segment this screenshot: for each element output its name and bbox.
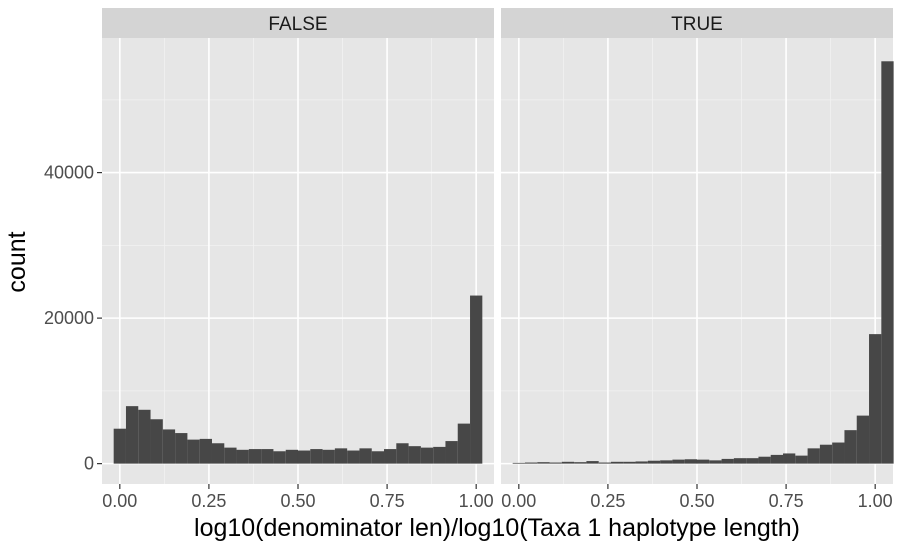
histogram-bar bbox=[248, 449, 262, 464]
x-tick-label: 0.00 bbox=[501, 491, 536, 511]
histogram-bar bbox=[199, 438, 212, 464]
histogram-bar bbox=[574, 462, 587, 464]
histogram-bar bbox=[844, 430, 857, 464]
histogram-bar bbox=[819, 444, 833, 464]
histogram-bar bbox=[709, 460, 722, 464]
x-tick-label: 1.00 bbox=[459, 491, 494, 511]
y-tick-label: 20000 bbox=[44, 308, 94, 328]
histogram-bar bbox=[610, 461, 624, 464]
histogram-bar bbox=[310, 449, 323, 464]
facet-strip-label: TRUE bbox=[671, 14, 723, 35]
histogram-bar bbox=[647, 460, 661, 464]
histogram-bar bbox=[746, 458, 759, 464]
histogram-bar bbox=[869, 334, 882, 464]
histogram-bar bbox=[561, 461, 575, 464]
histogram-bar bbox=[660, 460, 673, 464]
histogram-bar bbox=[175, 433, 188, 464]
histogram-bar bbox=[408, 446, 421, 464]
histogram-bar bbox=[598, 462, 611, 464]
histogram-bar bbox=[211, 443, 225, 464]
histogram-bar bbox=[322, 449, 335, 464]
histogram-bar bbox=[795, 455, 808, 464]
x-axis-title: log10(denominator len)/log10(Taxa 1 hapl… bbox=[194, 514, 800, 542]
x-tick-label: 0.50 bbox=[280, 491, 315, 511]
histogram-bar bbox=[470, 295, 483, 464]
y-tick-label: 0 bbox=[84, 454, 94, 474]
y-tick-label: 40000 bbox=[44, 163, 94, 183]
histogram-bar bbox=[347, 450, 360, 464]
histogram-bar bbox=[138, 409, 151, 464]
histogram-bar bbox=[261, 449, 274, 464]
histogram-bar bbox=[807, 448, 820, 464]
histogram-bar bbox=[672, 459, 685, 464]
histogram-bar bbox=[758, 456, 771, 464]
histogram-bar bbox=[150, 419, 163, 464]
histogram-bar bbox=[445, 441, 458, 464]
x-tick-label: 0.25 bbox=[590, 491, 625, 511]
histogram-bar bbox=[623, 461, 636, 464]
x-tick-label: 0.25 bbox=[191, 491, 226, 511]
facet-strip bbox=[102, 8, 494, 38]
histogram-bar bbox=[856, 415, 870, 464]
histogram-bar bbox=[113, 428, 126, 464]
y-axis-title: count bbox=[3, 231, 31, 292]
histogram-bar bbox=[770, 454, 784, 464]
histogram-bar bbox=[586, 461, 599, 464]
histogram-bar bbox=[537, 462, 550, 464]
histogram-bar bbox=[236, 449, 249, 464]
histogram-bar bbox=[359, 448, 372, 464]
histogram-bar bbox=[512, 462, 525, 464]
histogram-bars bbox=[113, 295, 483, 464]
histogram-bars bbox=[512, 61, 894, 464]
histogram-bar bbox=[297, 450, 311, 464]
histogram-bar bbox=[334, 448, 348, 464]
facet-strip bbox=[501, 8, 893, 38]
histogram-bar bbox=[187, 439, 200, 464]
x-tick-label: 0.75 bbox=[769, 491, 804, 511]
y-axis: 0 20000 40000 bbox=[44, 163, 102, 474]
facet-strip-label: FALSE bbox=[268, 14, 327, 35]
histogram-bar bbox=[635, 461, 648, 464]
histogram-bar bbox=[285, 449, 299, 464]
histogram-bar bbox=[524, 462, 538, 464]
histogram-bar bbox=[832, 442, 845, 464]
histogram-bar bbox=[371, 451, 385, 464]
x-tick-label: 1.00 bbox=[858, 491, 893, 511]
histogram-bar bbox=[162, 429, 176, 464]
histogram-bar bbox=[384, 449, 397, 464]
histogram-bar bbox=[783, 453, 796, 464]
histogram-bar bbox=[684, 459, 698, 464]
histogram-bar bbox=[396, 443, 409, 464]
facet-panel-false: FALSE 0.00 0.25 0.50 0.75 1.00 bbox=[102, 8, 494, 511]
histogram-bar bbox=[273, 451, 286, 464]
histogram-bar bbox=[224, 447, 237, 464]
x-tick-label: 0.50 bbox=[679, 491, 714, 511]
histogram-bar bbox=[457, 423, 471, 464]
histogram-bar bbox=[696, 459, 710, 464]
histogram-bar bbox=[881, 61, 894, 464]
histogram-bar bbox=[733, 458, 747, 464]
histogram-bar bbox=[433, 446, 446, 464]
histogram-bar bbox=[549, 462, 562, 464]
facet-panels: FALSE 0.00 0.25 0.50 0.75 1.00 TRUE 0.00 0.25 0.5… bbox=[102, 8, 894, 511]
x-tick-label: 0.00 bbox=[102, 491, 137, 511]
histogram-bar bbox=[125, 406, 139, 464]
histogram-bar bbox=[420, 447, 434, 464]
x-tick-label: 0.75 bbox=[370, 491, 405, 511]
histogram-bar bbox=[721, 458, 734, 464]
facet-panel-true: TRUE 0.00 0.25 0.50 0.75 1.00 bbox=[501, 8, 894, 511]
